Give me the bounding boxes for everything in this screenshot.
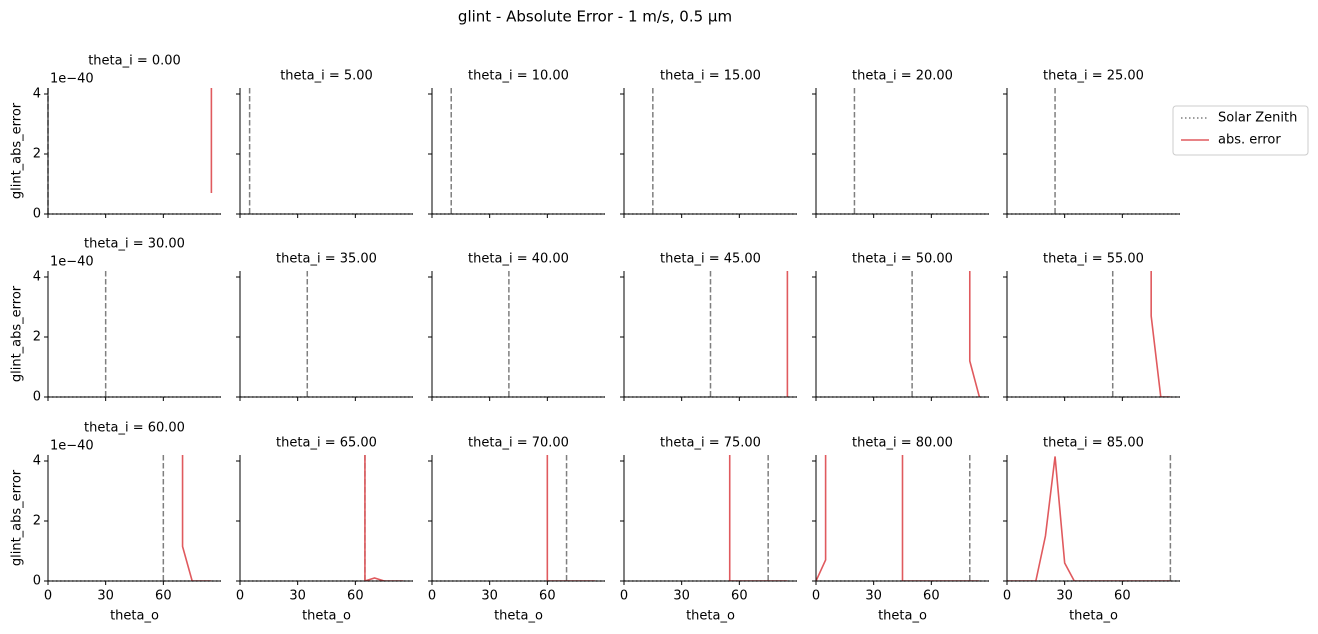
y-axis-label: glint_abs_error — [10, 102, 25, 199]
panel: theta_i = 15.00 — [620, 69, 797, 218]
panel-title: theta_i = 0.00 — [88, 54, 181, 69]
panel: theta_i = 80.00 0 30 60 theta_o — [812, 436, 989, 624]
x-axis-label: theta_o — [686, 609, 735, 624]
y-tick-label: 2 — [33, 330, 41, 345]
error-line — [728, 455, 788, 581]
x-tick-label: 0 — [620, 589, 628, 604]
x-axis-label: theta_o — [110, 609, 159, 624]
error-line — [1142, 0, 1171, 397]
x-tick-label: 30 — [865, 589, 882, 604]
panel: theta_i = 70.00 0 30 60 theta_o — [428, 436, 605, 624]
x-tick-label: 30 — [97, 589, 114, 604]
error-line — [816, 455, 980, 581]
y-tick-label: 4 — [33, 454, 41, 469]
panel-title: theta_i = 35.00 — [276, 252, 377, 267]
panel: theta_i = 35.00 — [236, 252, 413, 401]
x-axis-label: theta_o — [302, 609, 351, 624]
panel: theta_i = 55.00 — [1003, 0, 1180, 401]
panel: theta_i = 40.00 — [428, 252, 605, 401]
panel-title: theta_i = 20.00 — [852, 69, 953, 84]
x-tick-label: 30 — [673, 589, 690, 604]
x-tick-label: 60 — [1114, 589, 1131, 604]
x-tick-label: 30 — [481, 589, 498, 604]
x-tick-label: 0 — [428, 589, 436, 604]
y-tick-label: 0 — [33, 207, 41, 222]
x-tick-label: 0 — [44, 589, 52, 604]
panel-title: theta_i = 85.00 — [1043, 436, 1144, 451]
y-tick-label: 0 — [33, 574, 41, 589]
x-axis-label: theta_o — [494, 609, 543, 624]
x-axis-label: theta_o — [1069, 609, 1118, 624]
legend-box — [1172, 105, 1309, 156]
panel-title: theta_i = 75.00 — [660, 436, 761, 451]
panel-title: theta_i = 40.00 — [468, 252, 569, 267]
panel-title: theta_i = 80.00 — [852, 436, 953, 451]
y-axis-label: glint_abs_error — [10, 285, 25, 382]
x-tick-label: 60 — [539, 589, 556, 604]
error-line — [181, 455, 212, 581]
panel: theta_i = 85.00 0 30 60 theta_o — [1003, 436, 1180, 624]
y-tick-label: 2 — [33, 147, 41, 162]
x-tick-label: 30 — [289, 589, 306, 604]
x-tick-label: 30 — [1056, 589, 1073, 604]
x-tick-label: 60 — [347, 589, 364, 604]
error-line — [778, 0, 788, 397]
x-tick-label: 60 — [731, 589, 748, 604]
panel: theta_i = 30.00 0 2 4 glint_abs_error 1e−40 — [10, 237, 221, 405]
error-line — [1007, 456, 1171, 581]
panel-title: theta_i = 10.00 — [468, 69, 569, 84]
y-tick-label: 4 — [33, 87, 41, 102]
y-offset-label: 1e−40 — [50, 439, 94, 454]
panel: theta_i = 10.00 — [428, 69, 605, 218]
y-offset-label: 1e−40 — [50, 255, 94, 270]
panel-title: theta_i = 15.00 — [660, 69, 761, 84]
panel: theta_i = 50.00 — [812, 0, 989, 401]
x-axis-label: theta_o — [878, 609, 927, 624]
panel: theta_i = 25.00 — [1003, 69, 1180, 218]
panel-title: theta_i = 55.00 — [1043, 252, 1144, 267]
panel-title: theta_i = 25.00 — [1043, 69, 1144, 84]
x-tick-label: 0 — [236, 589, 244, 604]
panel-title: theta_i = 45.00 — [660, 252, 761, 267]
panel-title: theta_i = 70.00 — [468, 436, 569, 451]
x-tick-label: 60 — [923, 589, 940, 604]
panel: theta_i = 20.00 — [812, 69, 989, 218]
error-line — [202, 0, 212, 193]
error-line — [546, 455, 596, 581]
legend-label: abs. error — [1218, 133, 1281, 148]
legend: Solar Zenith abs. error — [1172, 105, 1309, 156]
x-tick-label: 0 — [812, 589, 820, 604]
legend-label: Solar Zenith — [1218, 111, 1297, 126]
panel: theta_i = 5.00 — [236, 69, 413, 218]
panel-title: theta_i = 65.00 — [276, 436, 377, 451]
y-offset-label: 1e−40 — [50, 72, 94, 87]
panel-title: theta_i = 50.00 — [852, 252, 953, 267]
panel-title: theta_i = 30.00 — [84, 237, 185, 252]
error-line — [364, 455, 404, 581]
panel: theta_i = 65.00 0 30 60 theta_o — [236, 436, 413, 624]
panel-title: theta_i = 5.00 — [280, 69, 373, 84]
panel: theta_i = 45.00 — [620, 0, 797, 401]
x-tick-label: 0 — [1003, 589, 1011, 604]
error-line — [960, 0, 979, 397]
y-tick-label: 2 — [33, 514, 41, 529]
panel-title: theta_i = 60.00 — [84, 421, 185, 436]
y-axis-label: glint_abs_error — [10, 469, 25, 566]
x-tick-label: 60 — [155, 589, 172, 604]
panel: theta_i = 0.00 0 2 4 glint_abs_error 1e−40 — [10, 0, 221, 222]
panel: theta_i = 60.00 0 2 4 0 30 60 theta_o glint_abs_… — [10, 421, 221, 624]
y-tick-label: 4 — [33, 270, 41, 285]
panel: theta_i = 75.00 0 30 60 theta_o — [620, 436, 797, 624]
chart-title: glint - Absolute Error - 1 m/s, 0.5 µm — [458, 8, 732, 26]
y-tick-label: 0 — [33, 390, 41, 405]
